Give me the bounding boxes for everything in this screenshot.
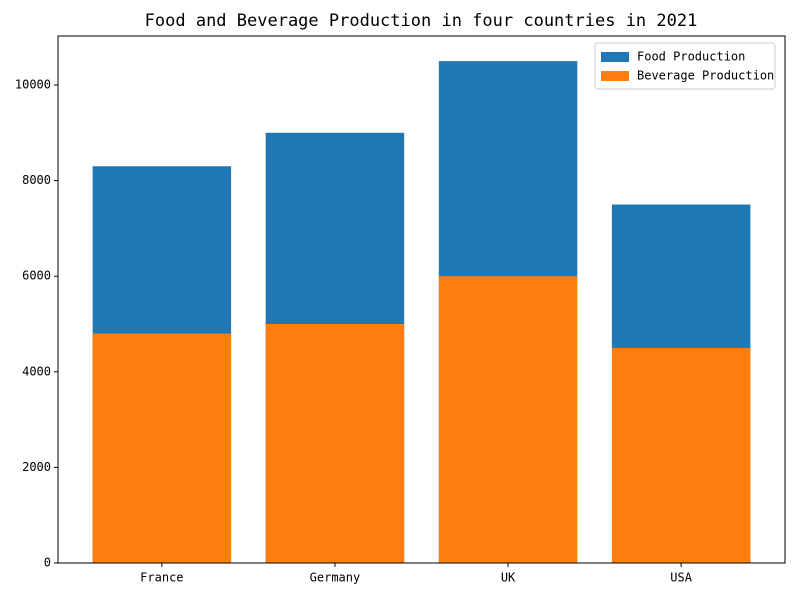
y-tick-label: 0	[44, 556, 51, 570]
bar	[438, 276, 578, 563]
legend-box	[594, 42, 776, 90]
y-tick-label: 10000	[15, 77, 51, 91]
legend-label: Food Production	[637, 50, 745, 64]
legend-label: Beverage Production	[637, 69, 774, 83]
bar	[265, 323, 405, 563]
chart-title: Food and Beverage Production in four cou…	[145, 11, 698, 31]
y-tick-label: 2000	[22, 460, 51, 474]
x-tick-label: UK	[501, 571, 516, 585]
bar	[92, 333, 232, 563]
x-tick-label: Germany	[310, 571, 361, 585]
x-tick-label: France	[140, 571, 183, 585]
y-tick-label: 4000	[22, 364, 51, 378]
x-tick-label: USA	[670, 571, 692, 585]
legend-swatch	[601, 71, 629, 81]
plot-frame	[57, 35, 786, 564]
y-tick-label: 8000	[22, 173, 51, 187]
bar	[611, 347, 751, 563]
legend-swatch	[601, 52, 629, 62]
y-tick-label: 6000	[22, 269, 51, 283]
